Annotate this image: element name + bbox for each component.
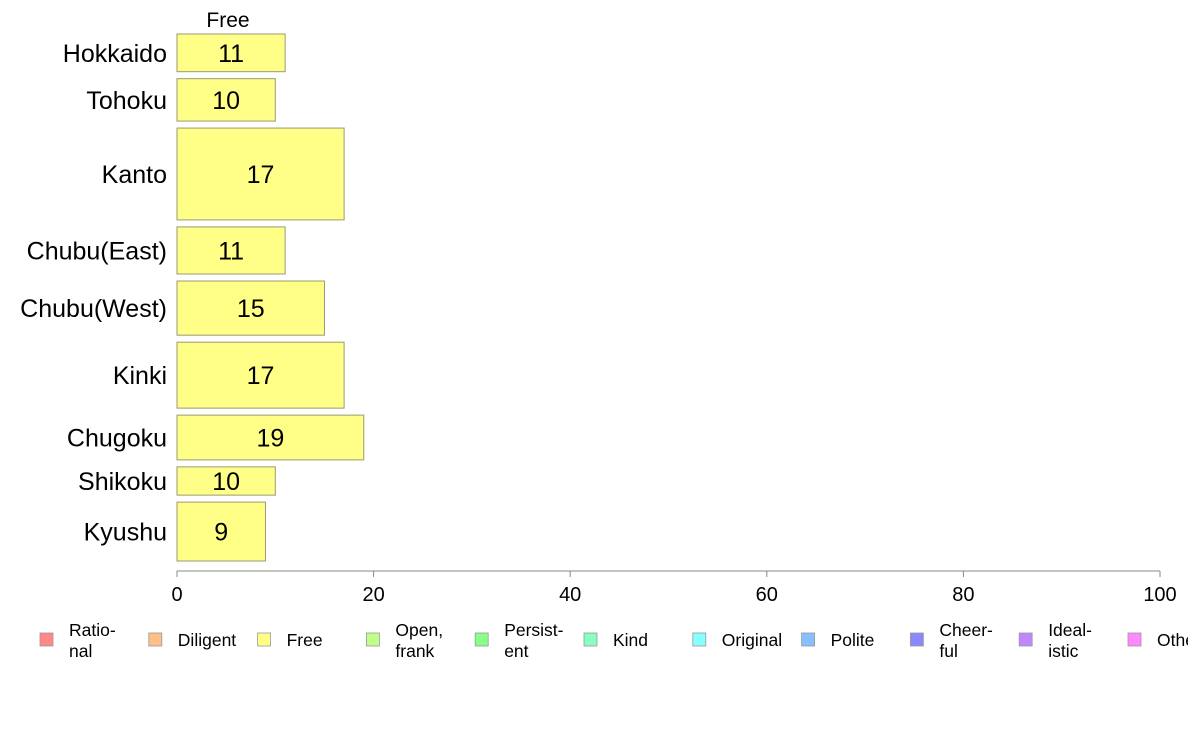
bar [176,78,276,122]
legend-label: Diligent [178,630,236,650]
legend-label: frank [395,641,434,661]
bar-value-label: 17 [247,161,275,189]
legend-swatch [583,632,598,647]
bar-value-label: 17 [247,362,275,390]
x-tick-label: 0 [171,584,182,606]
category-label: Kinki [113,362,167,390]
bar [176,127,345,221]
legend-label: Original [722,630,782,650]
category-label: Chugoku [67,424,167,452]
category-label: Tohoku [86,87,167,115]
legend-swatch [257,632,272,647]
x-tick-label: 100 [1143,584,1176,606]
bar [176,280,325,336]
category-label: Chubu(East) [27,237,167,265]
bar [176,466,276,496]
legend-swatch [801,632,815,647]
legend-label: istic [1048,641,1078,661]
legend-label: Kind [613,630,648,650]
bar [176,501,266,562]
legend-label: ent [504,641,528,661]
legend-swatch [148,632,163,647]
x-tick-label: 60 [756,584,778,606]
legend-swatch [474,632,489,647]
legend-label: Ideal- [1048,620,1092,640]
legend-swatch [39,632,54,647]
legend-swatch [365,632,380,647]
bar [176,414,365,461]
bar-value-label: 10 [212,468,240,496]
legend-swatch [1127,632,1142,647]
legend-label: Free [287,630,323,650]
panel-title: Free [206,9,249,32]
category-label: Kyushu [84,519,167,547]
bar-value-label: 15 [237,295,265,323]
x-tick-label: 20 [362,584,384,606]
legend-label: Polite [831,630,875,650]
bar-value-label: 19 [256,424,284,452]
x-tick-label: 40 [559,584,581,606]
category-label: Chubu(West) [20,295,167,323]
legend-label: Persist- [504,620,563,640]
bar [176,341,345,409]
legend-label: Other [1157,630,1188,650]
legend-swatch [1018,632,1033,647]
category-label: Shikoku [78,468,167,496]
category-label: Kanto [102,161,167,189]
legend-label: Cheer- [939,620,993,640]
bar-value-label: 11 [218,237,244,265]
legend-swatch [910,632,924,647]
category-label: Hokkaido [63,40,167,68]
legend-label: ful [939,641,957,661]
x-tick-label: 80 [952,584,974,606]
bar-value-label: 10 [212,87,240,115]
bar [176,226,286,275]
legend-label: nal [69,641,92,661]
bar-value-label: 9 [214,519,228,547]
legend-swatch [692,632,707,647]
bar [176,33,286,73]
legend-label: Open, [395,620,443,640]
bar-value-label: 11 [218,40,244,68]
legend-label: Ratio- [69,620,116,640]
